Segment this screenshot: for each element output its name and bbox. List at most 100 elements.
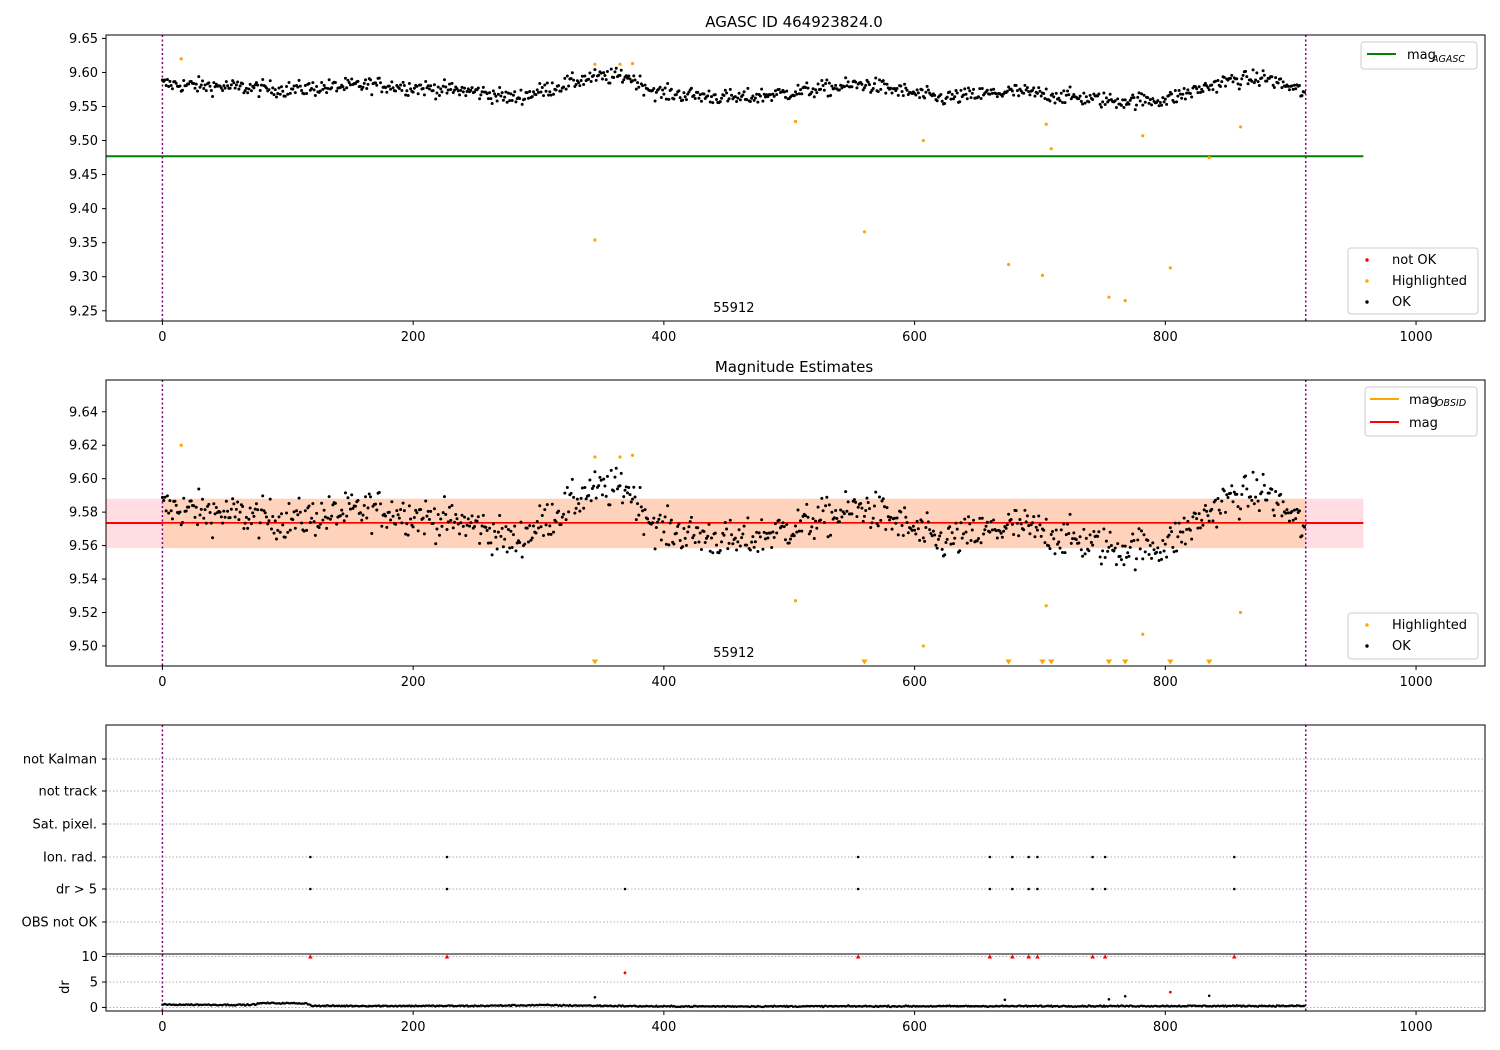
ok-point	[1059, 91, 1063, 95]
ok-point	[1123, 544, 1127, 548]
ok-point	[706, 94, 710, 98]
ok-point	[1134, 557, 1138, 561]
ok-point	[662, 530, 666, 534]
ok-point	[554, 88, 558, 92]
ok-point	[523, 97, 527, 101]
legend-highlighted-marker	[1365, 623, 1369, 627]
out-of-range-marker	[1005, 659, 1012, 665]
ok-point	[713, 93, 717, 97]
ok-point	[1104, 96, 1108, 100]
highlighted-point	[862, 230, 867, 234]
ok-point	[246, 91, 250, 95]
ok-point	[439, 87, 443, 91]
ok-point	[207, 81, 211, 85]
ok-point	[238, 510, 242, 514]
ok-point	[1077, 97, 1081, 101]
ok-point	[1225, 493, 1229, 497]
ok-point	[951, 97, 955, 101]
ok-point	[871, 87, 875, 91]
ok-point	[326, 87, 330, 90]
ok-point	[1064, 93, 1068, 97]
ok-point	[214, 506, 218, 510]
ok-point	[885, 506, 889, 510]
ok-point	[722, 94, 726, 97]
ok-point	[315, 85, 319, 89]
ok-point	[1044, 87, 1048, 91]
ok-point	[341, 85, 345, 89]
ok-point	[638, 74, 642, 78]
ok-point	[652, 87, 656, 91]
legend-mag-label: mag	[1409, 416, 1438, 431]
ok-point	[614, 466, 618, 470]
ok-point	[513, 90, 517, 94]
ok-point	[405, 522, 409, 526]
ok-point	[539, 525, 543, 529]
ok-point	[1162, 549, 1166, 553]
ok-point	[501, 98, 505, 102]
ok-point	[1054, 91, 1058, 95]
ok-point	[741, 93, 745, 97]
ok-point	[699, 99, 703, 103]
ok-point	[404, 93, 408, 97]
ok-point	[241, 82, 245, 86]
ok-point	[1047, 544, 1051, 548]
ok-point	[559, 89, 563, 93]
ok-point	[994, 529, 998, 533]
ok-point	[977, 536, 981, 540]
ok-point	[577, 502, 581, 506]
ok-point	[1087, 549, 1091, 553]
ok-point	[903, 82, 907, 86]
ok-point	[257, 95, 261, 99]
ok-point	[281, 89, 285, 93]
ok-point	[358, 84, 362, 88]
ok-point	[886, 515, 890, 519]
ok-point	[1048, 99, 1052, 103]
ok-point	[434, 97, 438, 101]
ok-point	[460, 85, 464, 89]
ok-point	[1256, 80, 1260, 84]
ok-point	[777, 518, 781, 522]
ok-point	[766, 536, 770, 540]
ok-point	[834, 83, 838, 87]
ok-point	[569, 76, 573, 80]
ok-point	[1025, 86, 1029, 90]
ok-point	[1191, 515, 1195, 519]
ok-point	[911, 524, 915, 528]
ok-point	[1198, 91, 1202, 94]
ok-point	[592, 74, 596, 78]
ok-point	[514, 100, 518, 104]
ok-point	[494, 535, 498, 539]
ok-point	[605, 70, 609, 74]
dr-y-tick-label: 10	[81, 950, 98, 965]
ok-point	[1235, 492, 1239, 496]
ok-point	[1229, 76, 1233, 80]
ok-point	[900, 523, 904, 527]
dr-clipped-marker	[1090, 954, 1095, 959]
highlighted-point	[1044, 122, 1048, 126]
ok-point	[816, 505, 820, 509]
ok-point	[936, 537, 940, 541]
ok-point	[1024, 520, 1028, 524]
ok-point	[390, 80, 394, 84]
ok-point	[362, 81, 366, 85]
ok-point	[686, 530, 690, 534]
ok-point	[534, 531, 538, 535]
ok-point	[905, 88, 909, 92]
ok-point	[256, 83, 260, 87]
ok-point	[293, 91, 297, 95]
ok-point	[455, 517, 459, 521]
ok-point	[636, 502, 640, 506]
ok-point	[1231, 500, 1235, 504]
ok-point	[889, 515, 893, 519]
ok-point	[1210, 507, 1214, 511]
ok-point	[406, 93, 410, 97]
ok-point	[1134, 103, 1138, 107]
ok-point	[572, 78, 576, 82]
ok-point	[1220, 499, 1224, 503]
ok-point	[1216, 496, 1220, 500]
ok-point	[1012, 93, 1016, 97]
ok-point	[1239, 507, 1243, 511]
ok-point	[1018, 517, 1022, 521]
flag-marker	[1232, 887, 1236, 891]
ok-point	[623, 488, 627, 492]
